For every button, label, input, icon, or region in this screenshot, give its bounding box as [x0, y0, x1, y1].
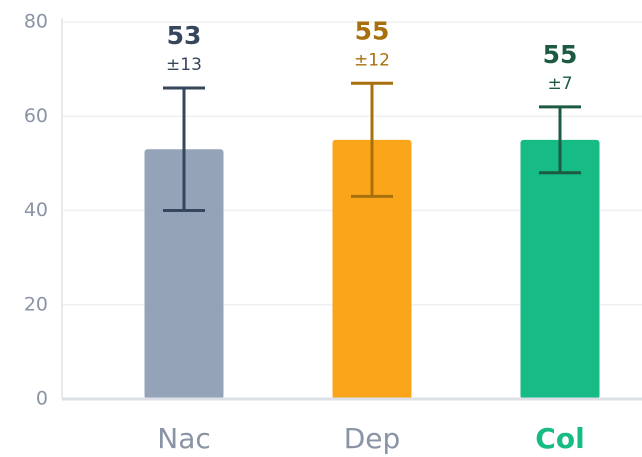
y-tick-label: 40 — [24, 199, 48, 221]
bar — [520, 139, 600, 399]
error-label: ±7 — [547, 74, 572, 94]
y-tick-label: 80 — [24, 11, 48, 33]
y-tick-label: 0 — [36, 388, 48, 410]
bar — [332, 139, 412, 399]
x-tick-label: Nac — [157, 422, 211, 455]
y-tick-label: 20 — [24, 293, 48, 315]
value-label: 55 — [543, 40, 578, 69]
y-tick-label: 60 — [24, 105, 48, 127]
x-tick-label: Col — [535, 422, 584, 455]
error-label: ±13 — [166, 55, 202, 75]
x-tick-label: Dep — [344, 422, 401, 455]
error-label: ±12 — [354, 50, 390, 70]
value-label: 55 — [355, 16, 390, 45]
value-label: 53 — [167, 21, 202, 50]
